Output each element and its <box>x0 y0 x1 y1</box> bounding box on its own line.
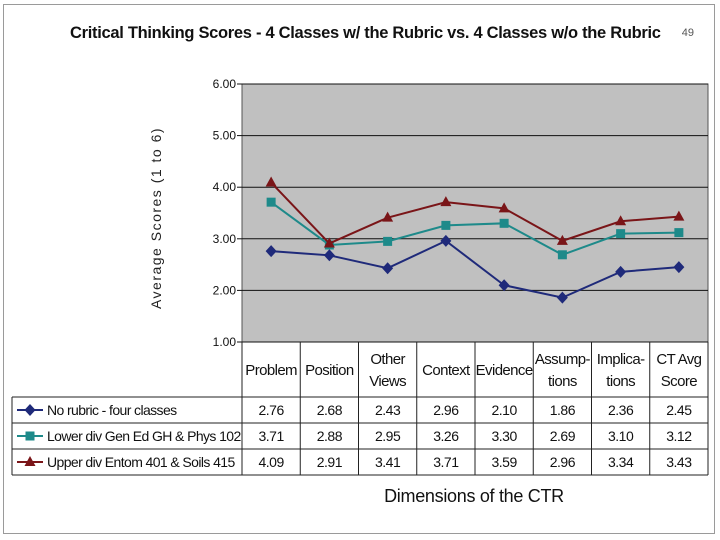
category-label: Evidence <box>476 362 533 379</box>
data-point <box>557 250 567 260</box>
y-tick-label: 2.00 <box>213 283 237 297</box>
category-label: Other <box>370 351 405 368</box>
data-point <box>382 211 394 222</box>
category-label: tions <box>606 373 635 390</box>
category-label: Position <box>305 362 354 379</box>
data-label: 3.34 <box>608 454 634 470</box>
plot-area <box>241 83 709 343</box>
y-tick-label: 6.00 <box>213 77 237 91</box>
data-label: 2.69 <box>550 428 576 444</box>
data-point <box>616 229 626 239</box>
data-label: 2.95 <box>375 428 401 444</box>
data-label: 3.71 <box>259 428 285 444</box>
legend-entry: Upper div Entom 401 & Soils 415 <box>47 454 235 470</box>
legend-marker <box>24 404 36 416</box>
data-point <box>323 249 335 262</box>
data-label: 2.76 <box>259 402 285 418</box>
data-label: 4.09 <box>259 454 285 470</box>
data-label: 3.71 <box>433 454 459 470</box>
data-label: 2.96 <box>550 454 576 470</box>
legend-entry: Lower div Gen Ed GH & Phys 102 <box>47 428 241 444</box>
data-label: 2.36 <box>608 402 634 418</box>
category-label: Problem <box>245 362 297 379</box>
category-label: Assump- <box>535 351 591 368</box>
data-label: 2.45 <box>666 402 692 418</box>
data-label: 3.41 <box>375 454 401 470</box>
legend-marker <box>25 431 35 441</box>
data-point <box>615 265 627 278</box>
series-line <box>271 239 679 299</box>
y-tick-label: 1.00 <box>213 335 237 349</box>
data-point <box>673 261 685 274</box>
series-line <box>270 181 679 245</box>
category-label: Score <box>661 373 697 390</box>
data-label: 3.12 <box>666 428 692 444</box>
data-point <box>265 245 277 258</box>
category-label: CT Avg <box>656 351 701 368</box>
data-point <box>265 176 277 187</box>
category-label: Implica- <box>597 351 645 368</box>
category-label: Context <box>422 362 471 379</box>
data-point <box>673 210 685 221</box>
data-label: 2.91 <box>317 454 343 470</box>
page-number: 49 <box>681 27 694 39</box>
data-point <box>382 262 394 275</box>
data-point <box>266 197 276 207</box>
data-point <box>556 234 568 245</box>
y-tick-label: 5.00 <box>213 129 237 143</box>
data-label: 2.43 <box>375 402 401 418</box>
legend-entry: No rubric - four classes <box>47 402 177 418</box>
data-point <box>323 237 335 248</box>
category-label: tions <box>548 373 577 390</box>
data-label: 3.43 <box>666 454 692 470</box>
data-label: 3.26 <box>433 428 459 444</box>
series-line <box>270 201 679 256</box>
data-point <box>441 220 451 230</box>
data-label: 2.68 <box>317 402 343 418</box>
category-label: Views <box>369 373 406 390</box>
data-point <box>499 218 509 228</box>
data-point <box>383 236 393 246</box>
data-point <box>674 228 684 238</box>
data-label: 2.96 <box>433 402 459 418</box>
data-point <box>440 196 452 207</box>
data-label: 3.59 <box>492 454 518 470</box>
legend-marker <box>24 456 36 466</box>
data-label: 1.86 <box>550 402 576 418</box>
data-point <box>498 279 510 292</box>
x-axis-label: Dimensions of the CTR <box>384 486 564 506</box>
data-label: 3.10 <box>608 428 634 444</box>
data-point <box>440 234 452 247</box>
y-tick-label: 4.00 <box>213 180 237 194</box>
data-point <box>556 291 568 304</box>
data-point <box>615 215 627 226</box>
y-tick-label: 3.00 <box>213 232 237 246</box>
chart-title: Critical Thinking Scores - 4 Classes w/ … <box>70 24 661 42</box>
data-label: 3.30 <box>492 428 518 444</box>
data-point <box>498 202 510 213</box>
data-label: 2.10 <box>492 402 518 418</box>
data-label: 2.88 <box>317 428 343 444</box>
